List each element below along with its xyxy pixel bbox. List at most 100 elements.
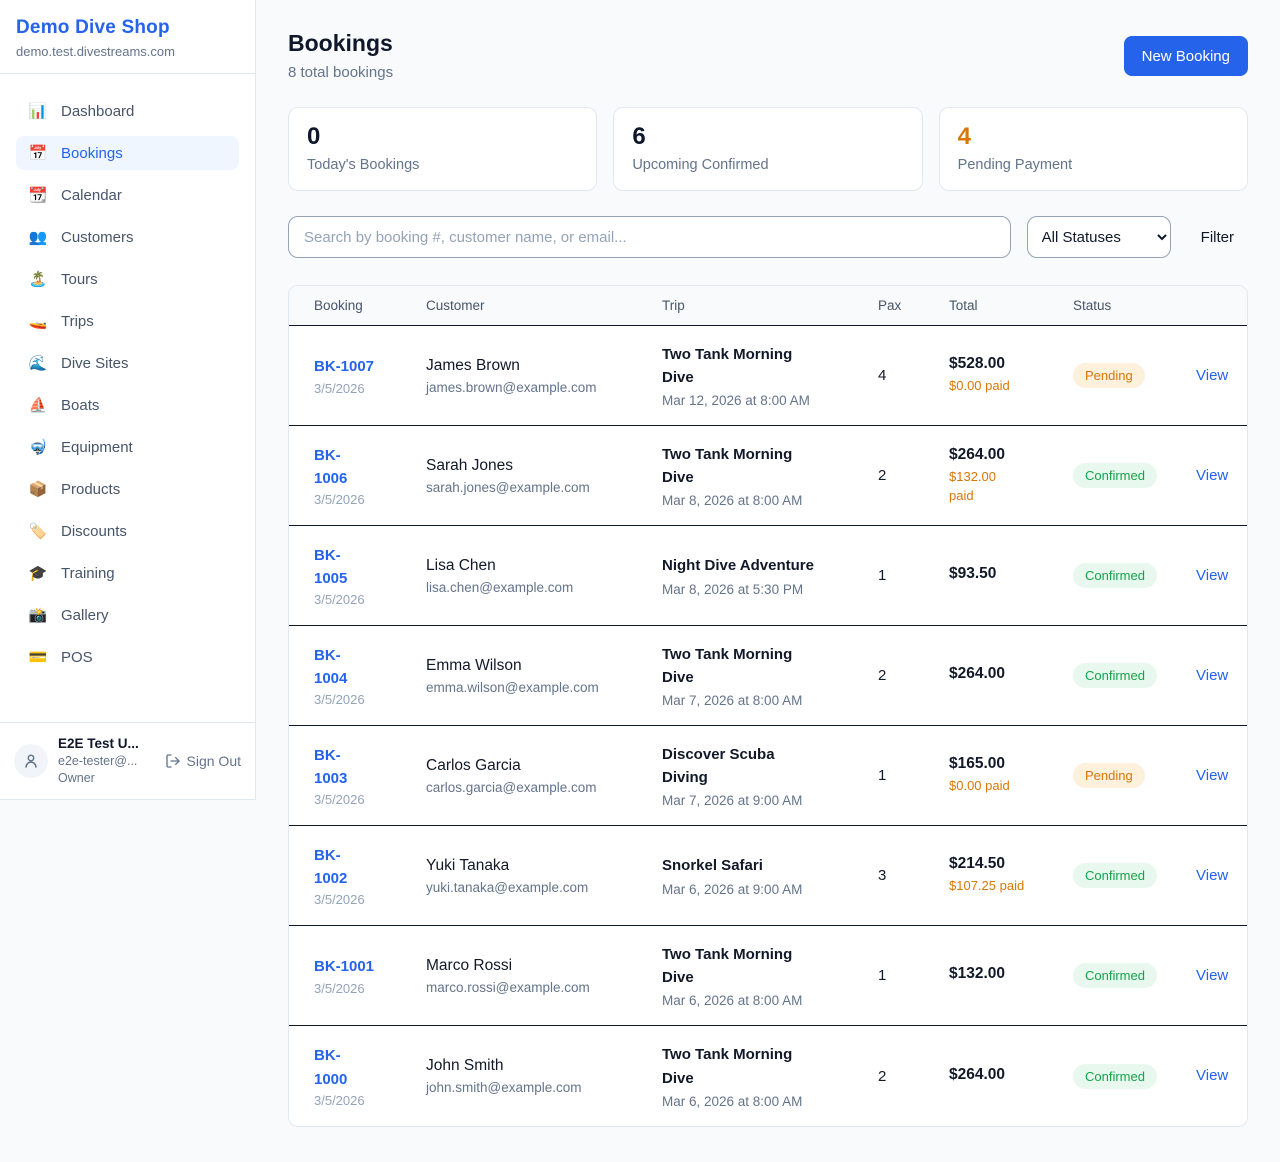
booking-number-link[interactable]: BK- 1002 xyxy=(314,846,348,887)
sidebar-item-customers[interactable]: 👥 Customers xyxy=(16,220,239,254)
dive-mask-icon: 🤿 xyxy=(28,439,48,456)
customer-name: James Brown xyxy=(426,356,520,374)
sidebar-item-tours[interactable]: 🏝️ Tours xyxy=(16,262,239,296)
view-booking-link[interactable]: View xyxy=(1196,866,1229,884)
stat-label: Today's Bookings xyxy=(307,156,420,173)
stat-label: Pending Payment xyxy=(957,156,1073,173)
filter-button[interactable]: Filter xyxy=(1187,229,1248,246)
sidebar-item-training[interactable]: 🎓 Training xyxy=(16,556,239,590)
table-row: BK-1007 3/5/2026 James Brown james.brown@e… xyxy=(289,326,1247,426)
stat-value: 4 xyxy=(957,123,972,150)
sidebar-item-trips[interactable]: 🚤 Trips xyxy=(16,304,239,338)
sidebar-item-equipment[interactable]: 🤿 Equipment xyxy=(16,430,239,464)
sidebar-item-label: Boats xyxy=(61,396,100,414)
view-booking-link[interactable]: View xyxy=(1196,766,1229,784)
customer-name: John Smith xyxy=(426,1057,504,1074)
customer-name: Lisa Chen xyxy=(426,556,496,574)
table-row: BK- 1000 3/5/2026 John Smith john.smith@exa… xyxy=(289,1026,1247,1126)
table-row: BK- 1006 3/5/2026 Sarah Jones sarah.jones@e… xyxy=(289,426,1247,526)
pax-count: 3 xyxy=(878,867,887,884)
trip-name: Two Tank Morning Dive xyxy=(662,1046,793,1087)
total-amount: $528.00 xyxy=(949,355,1006,373)
island-icon: 🏝️ xyxy=(28,271,48,288)
table-row: BK- 1003 3/5/2026 Carlos Garcia carlos.garc… xyxy=(289,726,1247,826)
view-booking-link[interactable]: View xyxy=(1196,666,1229,684)
view-booking-link[interactable]: View xyxy=(1196,966,1229,984)
new-booking-button[interactable]: New Booking xyxy=(1123,36,1248,76)
user-email: e2e-tester@... xyxy=(58,754,138,769)
view-booking-link[interactable]: View xyxy=(1196,466,1229,484)
status-filter-select[interactable]: All Statuses xyxy=(1026,216,1171,258)
sidebar-item-gallery[interactable]: 📸 Gallery xyxy=(16,598,239,632)
trip-datetime: Mar 6, 2026 at 8:00 AM xyxy=(662,993,803,1009)
trip-name: Two Tank Morning Dive xyxy=(662,345,793,386)
sign-out-button[interactable]: Sign Out xyxy=(165,753,241,769)
customer-email: sarah.jones@example.com xyxy=(426,479,590,495)
booking-date: 3/5/2026 xyxy=(314,792,365,808)
view-booking-link[interactable]: View xyxy=(1196,566,1229,584)
sidebar-item-label: Gallery xyxy=(61,606,109,624)
total-amount: $264.00 xyxy=(949,1065,1006,1083)
customer-email: carlos.garcia@example.com xyxy=(426,779,597,795)
booking-number-link[interactable]: BK- 1004 xyxy=(314,646,348,687)
trip-name: Discover Scuba Diving xyxy=(662,745,775,786)
paid-amount: $132.00 paid xyxy=(949,468,996,504)
bookings-table: Booking Customer Trip Pax Total Status B… xyxy=(288,285,1248,1127)
speedboat-icon: 🚤 xyxy=(28,313,48,330)
trip-datetime: Mar 7, 2026 at 9:00 AM xyxy=(662,793,803,809)
booking-number-link[interactable]: BK- 1003 xyxy=(314,746,348,787)
status-badge: Pending xyxy=(1073,363,1145,388)
total-amount: $264.00 xyxy=(949,665,1006,682)
total-amount: $93.50 xyxy=(949,565,997,582)
trip-datetime: Mar 6, 2026 at 9:00 AM xyxy=(662,881,803,897)
trip-name: Two Tank Morning Dive xyxy=(662,445,793,486)
status-badge: Pending xyxy=(1073,763,1145,788)
stats-row: 0 Today's Bookings 6 Upcoming Confirmed … xyxy=(288,107,1248,191)
customer-email: marco.rossi@example.com xyxy=(426,979,590,995)
customer-name: Sarah Jones xyxy=(426,456,514,474)
camera-icon: 📸 xyxy=(28,607,48,624)
view-booking-link[interactable]: View xyxy=(1196,366,1229,384)
sidebar-item-pos[interactable]: 💳 POS xyxy=(16,640,239,674)
booking-number-link[interactable]: BK- 1000 xyxy=(314,1047,348,1088)
stat-card-todays-bookings: 0 Today's Bookings xyxy=(288,107,598,191)
sidebar-item-boats[interactable]: ⛵ Boats xyxy=(16,388,239,422)
trip-datetime: Mar 8, 2026 at 8:00 AM xyxy=(662,493,803,509)
sidebar-item-calendar[interactable]: 📆 Calendar xyxy=(16,178,239,212)
sidebar-item-label: Bookings xyxy=(61,144,123,162)
trip-datetime: Mar 8, 2026 at 5:30 PM xyxy=(662,581,804,597)
calendar-icon: 📅 xyxy=(28,145,48,162)
booking-number-link[interactable]: BK-1007 xyxy=(314,358,375,376)
sidebar-item-dive-sites[interactable]: 🌊 Dive Sites xyxy=(16,346,239,380)
sidebar-item-bookings[interactable]: 📅 Bookings xyxy=(16,136,239,170)
col-header-status: Status xyxy=(1073,298,1112,313)
sidebar-item-products[interactable]: 📦 Products xyxy=(16,472,239,506)
booking-date: 3/5/2026 xyxy=(314,1092,365,1108)
stat-value: 6 xyxy=(632,123,646,150)
view-booking-link[interactable]: View xyxy=(1196,1067,1229,1084)
table-row: BK- 1004 3/5/2026 Emma Wilson emma.wilson@e… xyxy=(289,626,1247,726)
sidebar-item-label: Training xyxy=(61,564,115,582)
booking-number-link[interactable]: BK- 1005 xyxy=(314,546,348,587)
sign-out-icon xyxy=(165,754,180,768)
pax-count: 2 xyxy=(878,1067,887,1085)
search-input[interactable] xyxy=(288,216,1011,258)
sidebar-item-discounts[interactable]: 🏷️ Discounts xyxy=(16,514,239,548)
package-icon: 📦 xyxy=(28,481,48,498)
person-icon xyxy=(25,754,37,768)
customer-name: Marco Rossi xyxy=(426,956,513,974)
booking-number-link[interactable]: BK- 1006 xyxy=(314,446,348,487)
col-header-pax: Pax xyxy=(878,298,902,313)
stat-card-pending-payment: 4 Pending Payment xyxy=(938,107,1248,191)
brand-header: Demo Dive Shop demo.test.divestreams.com xyxy=(0,0,255,74)
sidebar-item-dashboard[interactable]: 📊 Dashboard xyxy=(16,94,239,128)
pax-count: 2 xyxy=(878,667,887,684)
page-header: Bookings 8 total bookings New Booking xyxy=(288,30,1248,81)
pax-count: 1 xyxy=(878,967,887,984)
sidebar-item-label: POS xyxy=(61,648,93,666)
dashboard-icon: 📊 xyxy=(28,103,48,120)
booking-date: 3/5/2026 xyxy=(314,592,365,608)
status-badge: Confirmed xyxy=(1073,463,1157,488)
wave-icon: 🌊 xyxy=(28,355,48,372)
booking-number-link[interactable]: BK-1001 xyxy=(314,958,375,976)
